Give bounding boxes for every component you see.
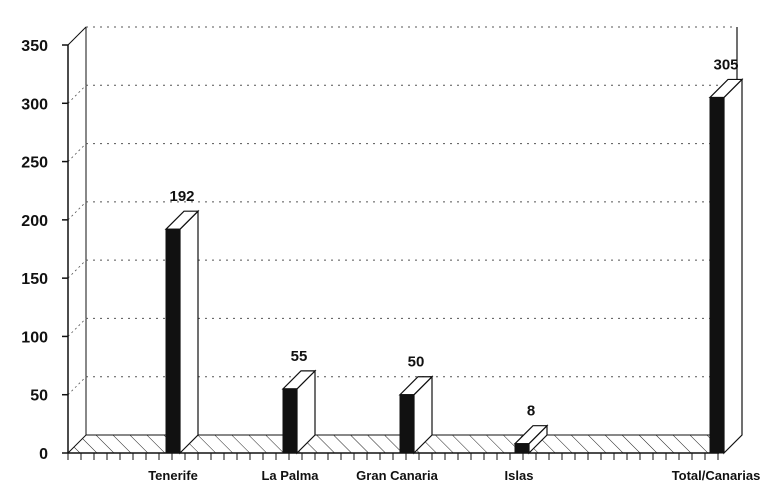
y-tick-label: 350: [21, 38, 48, 55]
y-tick-label: 150: [21, 271, 48, 288]
x-category-label: Gran Canaria: [356, 468, 438, 483]
bars: [164, 78, 744, 455]
x-category-label: Tenerife: [148, 468, 198, 483]
labels: 192 55 50 8 305 Tenerife La Palma Gran Canaria I…: [148, 56, 760, 483]
x-category-label: Islas: [505, 468, 534, 483]
grid-depth-line: [67, 318, 87, 337]
bar-side-face: [723, 78, 743, 455]
grid-depth-line: [67, 259, 87, 279]
grid-depth-line: [67, 376, 87, 395]
y-tick-label: 200: [21, 213, 48, 230]
y-tick-label: 100: [21, 329, 48, 346]
bar-tenerife: [164, 209, 200, 455]
y-tick-label: 250: [21, 155, 48, 172]
bar-la-palma: [281, 369, 317, 455]
x-category-label: La Palma: [261, 468, 319, 483]
grid-depth-line: [67, 143, 87, 162]
grid-depth-line: [67, 201, 87, 221]
bar-front-face: [399, 394, 415, 454]
bar-front-face: [165, 228, 181, 454]
y-tick-label: 300: [21, 96, 48, 113]
bar-front-face: [282, 388, 298, 454]
bar-side-face: [179, 209, 199, 455]
y-axis-top-depth: [67, 26, 87, 46]
axes: 0 50 100 150 200 250 300 350: [21, 26, 719, 463]
bar-gran-canaria: [398, 375, 434, 455]
bar-islas: [513, 424, 549, 455]
bar-total-canarias: [708, 78, 744, 455]
y-tick-label: 50: [30, 388, 48, 405]
bar-front-face: [709, 96, 725, 454]
data-label: 50: [408, 354, 425, 371]
data-label: 305: [713, 56, 738, 73]
data-label: 8: [527, 403, 535, 420]
data-label: 192: [169, 188, 194, 205]
bar-front-face: [514, 443, 530, 454]
x-category-label: Total/Canarias: [672, 468, 761, 483]
y-tick-label: 0: [39, 446, 48, 463]
grid-depth-line: [67, 85, 87, 104]
data-label: 55: [291, 348, 308, 365]
